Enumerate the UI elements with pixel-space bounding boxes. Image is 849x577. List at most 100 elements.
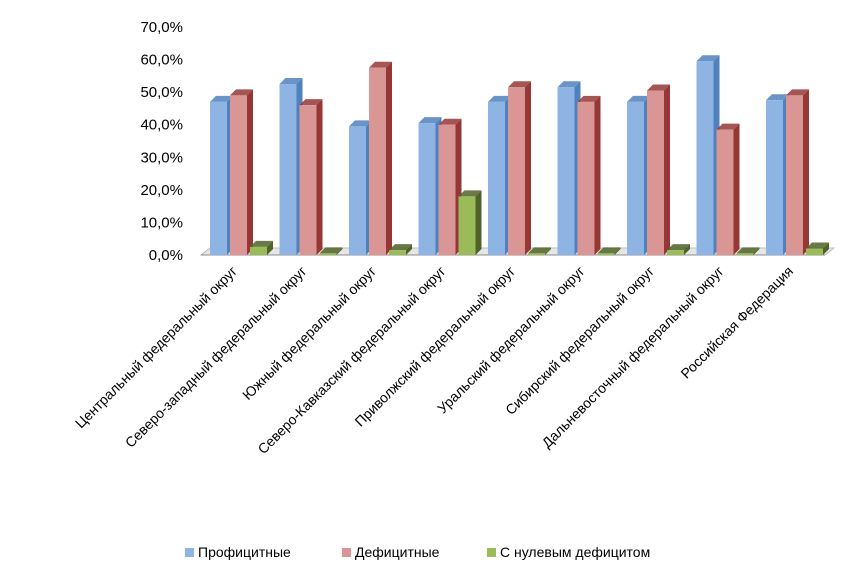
bar [250, 240, 273, 255]
bar-front [667, 250, 684, 255]
bar-top [627, 95, 650, 102]
bar [299, 99, 323, 256]
legend-label: С нулевым дефицитом [500, 544, 650, 560]
bar-front [557, 87, 575, 255]
bar [488, 95, 511, 256]
bar-side [823, 242, 829, 255]
bar [806, 242, 829, 255]
bar-top [557, 81, 581, 88]
bar [557, 81, 581, 255]
x-tick-label: Сибирский федеральный округ [502, 263, 657, 418]
bar-front [696, 61, 714, 256]
bar [319, 247, 343, 255]
bar [577, 95, 601, 256]
bar-top [488, 95, 511, 102]
bar [349, 120, 372, 255]
bar [528, 247, 551, 255]
bar-front [806, 248, 823, 255]
bar-top [230, 89, 253, 96]
bar-front [716, 129, 734, 255]
bar-top [786, 89, 809, 96]
x-axis-labels: Центральный федеральный округСеверо-запа… [72, 263, 796, 457]
bar-top [667, 244, 690, 251]
bar [647, 84, 670, 255]
bar-top [597, 247, 621, 254]
bar [279, 78, 303, 255]
bar-front [279, 84, 297, 255]
bar-front [786, 95, 803, 256]
bar [716, 123, 740, 255]
y-axis: 0,0% 10,0% 20,0% 30,0% 40,0% 50,0% 60,0% 70,0% [140, 19, 183, 264]
y-tick-label: 30,0% [140, 149, 183, 166]
bar [438, 118, 462, 255]
bar-side [803, 89, 809, 256]
bar-side [386, 61, 392, 255]
bar [766, 94, 789, 256]
y-tick-label: 10,0% [140, 214, 183, 231]
y-tick-label: 20,0% [140, 182, 183, 199]
bar-front [418, 123, 436, 255]
bar [458, 190, 482, 255]
bar-top [806, 242, 829, 249]
bar [389, 244, 412, 255]
bar-front [766, 100, 783, 256]
bar-side [594, 95, 601, 256]
bars-group [210, 55, 829, 256]
bar [667, 244, 690, 255]
bar-side [664, 84, 670, 255]
bar-front [319, 253, 337, 255]
bar-top [458, 190, 482, 197]
bar-front [438, 124, 456, 255]
bar-front [250, 246, 267, 255]
bar-top [389, 244, 412, 251]
bar-front [389, 250, 406, 255]
bar-side [267, 240, 273, 255]
bar-top [438, 118, 462, 125]
bar-front [488, 101, 505, 256]
bar-top [210, 95, 233, 102]
bar [627, 95, 650, 256]
legend-item: С нулевым дефицитом [487, 544, 650, 560]
bar-top [696, 55, 720, 62]
x-tick-label: Уральский федеральный округ [434, 263, 588, 417]
y-tick-label: 60,0% [140, 52, 183, 69]
bar-side [733, 123, 740, 255]
legend: Профицитные Дефицитные С нулевым дефицитом [185, 544, 650, 560]
bar-top [716, 123, 740, 130]
bar [418, 117, 442, 255]
bar-top [766, 94, 789, 101]
bar-front [597, 253, 615, 255]
legend-item: Дефицитные [342, 544, 440, 560]
bar-top [647, 84, 670, 91]
bar-front [736, 253, 754, 255]
bar-side [406, 244, 412, 255]
bar-side [614, 247, 621, 255]
bar-front [508, 87, 525, 255]
bar [696, 55, 720, 256]
bar-top [279, 78, 303, 84]
bar-side [753, 247, 760, 255]
bar-front [647, 90, 664, 255]
bar-side [475, 190, 482, 255]
bar-front [528, 253, 545, 255]
bar [230, 89, 253, 256]
legend-item: Профицитные [185, 544, 291, 560]
y-tick-label: 40,0% [140, 117, 183, 134]
bar [736, 247, 760, 255]
legend-swatch [185, 548, 194, 557]
bar-front [577, 101, 595, 256]
bar-side [316, 99, 323, 256]
bar-side [684, 244, 690, 255]
bar-top [418, 117, 442, 124]
bar [508, 81, 531, 255]
bar-top [508, 81, 531, 88]
x-tick-label: Южный федеральный округ [239, 263, 379, 403]
bar-top [319, 247, 343, 254]
bar-top [299, 99, 323, 106]
y-tick-label: 0,0% [149, 247, 183, 264]
legend-swatch [487, 548, 496, 557]
bar-front [627, 101, 644, 256]
bar-front [230, 95, 247, 256]
y-tick-label: 50,0% [140, 84, 183, 101]
